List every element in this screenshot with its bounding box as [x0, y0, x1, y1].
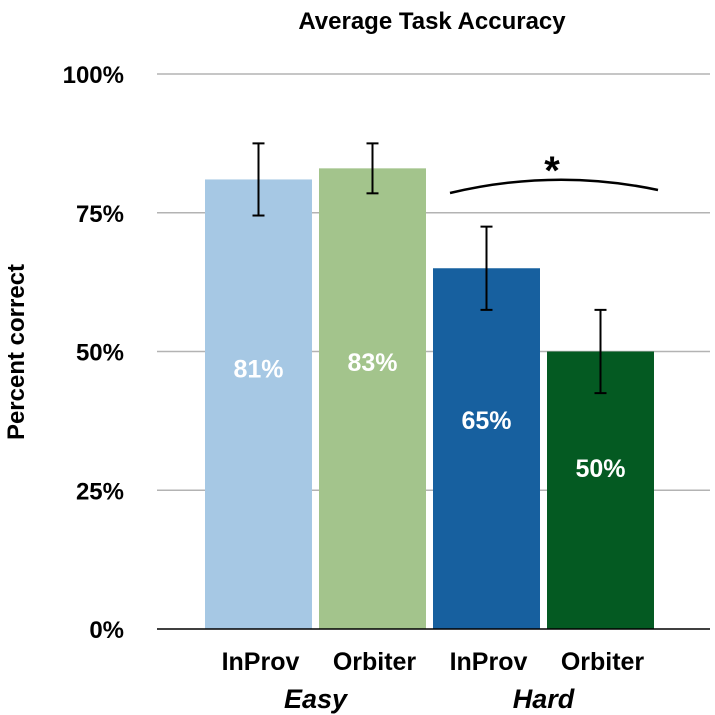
y-tick-label: 0% — [89, 617, 124, 644]
data-label: 81% — [233, 355, 283, 383]
y-tick-label: 25% — [76, 478, 124, 505]
y-tick-label: 75% — [76, 201, 124, 228]
bars — [205, 168, 654, 629]
group-labels: Easy Hard — [284, 684, 575, 714]
group-label: Easy — [284, 684, 349, 714]
chart-title: Average Task Accuracy — [298, 8, 566, 35]
category-labels: InProv Orbiter InProv Orbiter — [222, 648, 645, 676]
data-label: 65% — [461, 407, 511, 435]
bar — [547, 351, 654, 629]
data-label: 83% — [347, 349, 397, 377]
category-label: InProv — [450, 648, 528, 676]
y-axis-label: Percent correct — [3, 264, 30, 440]
significance-marker: * — [544, 149, 560, 193]
category-label: Orbiter — [333, 648, 417, 676]
group-label: Hard — [513, 684, 575, 714]
bar — [205, 179, 312, 629]
bar — [433, 268, 540, 629]
category-label: InProv — [222, 648, 300, 676]
y-tick-label: 50% — [76, 340, 124, 367]
data-labels: 81% 83% 65% 50% — [233, 349, 625, 483]
y-tick-label: 100% — [63, 62, 124, 89]
significance-bracket — [449, 178, 659, 195]
data-label: 50% — [575, 455, 625, 483]
error-bars — [252, 142, 607, 395]
category-label: Orbiter — [561, 648, 645, 676]
y-axis-ticks: 0% 25% 50% 75% 100% — [63, 62, 124, 644]
bar — [319, 168, 426, 629]
